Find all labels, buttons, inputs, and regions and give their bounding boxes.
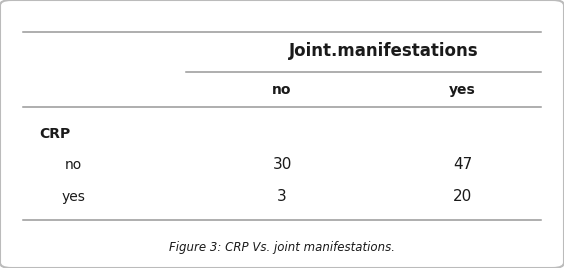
Text: yes: yes: [449, 83, 476, 97]
Text: no: no: [272, 83, 292, 97]
Text: CRP: CRP: [39, 127, 70, 141]
Text: Figure 3: CRP Vs. joint manifestations.: Figure 3: CRP Vs. joint manifestations.: [169, 241, 395, 254]
Text: no: no: [65, 158, 82, 172]
Text: 30: 30: [272, 157, 292, 172]
Text: 3: 3: [277, 189, 287, 204]
Text: Joint.manifestations: Joint.manifestations: [289, 42, 478, 60]
Text: yes: yes: [61, 190, 85, 204]
Text: 20: 20: [453, 189, 472, 204]
Text: 47: 47: [453, 157, 472, 172]
